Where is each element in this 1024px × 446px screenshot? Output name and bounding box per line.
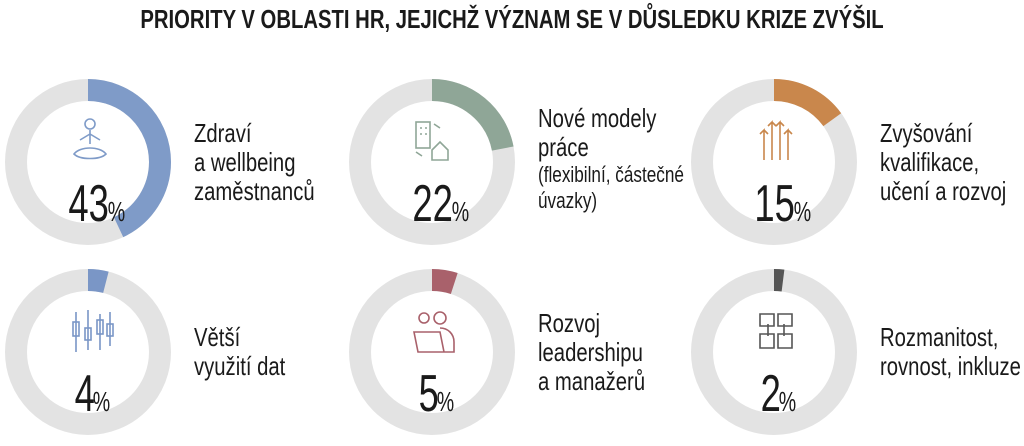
chart-title: PRIORITY V OBLASTI HR, JEJICHŽ VÝZNAM SE… [140,4,884,34]
percent-value: 5 % [418,365,455,423]
label-line: rovnost, inkluze [880,351,1021,381]
label-line: Zvyšování [880,117,973,148]
donut-chart [5,269,171,435]
percent-value: 2 % [760,365,797,423]
item-label: Větší využití dat [194,323,285,381]
percent-value: 4 % [74,365,111,423]
donut-value-arc [5,269,171,435]
item-label: Rozvoj leadershipu a manažerů [538,307,646,396]
meditation-icon [72,118,108,160]
growth-arrows-icon [759,120,793,160]
office-home-icon [415,121,449,161]
donut-chart [5,79,171,245]
donut-chart [349,79,515,245]
donut-chart [691,79,857,245]
label-line: učení a rozvoj [880,175,1007,206]
label-line: Rozmanitost, [880,322,999,352]
candlestick-icon [72,310,114,352]
donut-value-arc [349,269,515,435]
label-line: využití dat [194,351,286,381]
donut-item: 43 % Zdraví a wellbeing zaměstnanců [2,76,342,256]
donut-chart [349,269,515,435]
percent-value: 22 % [412,175,469,233]
item-label: Zvyšování kvalifikace, učení a rozvoj [880,117,1007,206]
label-subline: (flexibilní, částečné [538,162,684,187]
label-line: zaměstnanců [194,175,315,206]
item-label: Rozmanitost, rovnost, inkluze [880,323,1021,381]
label-line: Větší [194,322,241,352]
leader-idea-icon [413,311,455,353]
label-line: Nové modely [538,103,657,133]
donut-item: 22 % Nové modely práce (flexibilní, částečn… [346,76,686,256]
donut-value-arc [349,79,515,245]
donut-item: 2 % Rozmanitost, rovnost, inkluze [688,266,1024,446]
donut-item: 4 % Větší využití dat [2,266,342,446]
item-label: Zdraví a wellbeing zaměstnanců [194,117,315,206]
donut-value-arc [691,79,857,245]
percent-value: 43 % [68,175,125,233]
donut-value-arc [691,269,857,435]
label-line: práce [538,132,589,162]
label-line: Rozvoj [538,307,600,338]
label-line: kvalifikace, [880,146,980,177]
label-subline: úvazky) [538,188,598,213]
label-line: a manažerů [538,365,646,396]
donut-item: 15 % Zvyšování kvalifikace, učení a rozvoj [688,76,1024,256]
label-line: Zdraví [194,117,252,148]
donut-chart [691,269,857,435]
item-label: Nové modely práce (flexibilní, částečné úva… [538,104,684,214]
donut-item: 5 % Rozvoj leadershipu a manažerů [346,266,686,446]
donut-value-arc [5,79,171,245]
label-line: a wellbeing [194,146,296,177]
label-line: leadershipu [538,336,643,367]
percent-value: 15 % [754,175,811,233]
joined-hands-icon [759,313,793,349]
